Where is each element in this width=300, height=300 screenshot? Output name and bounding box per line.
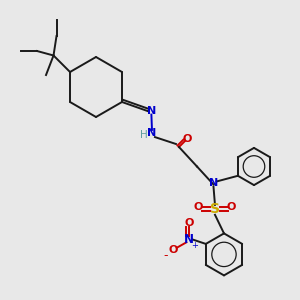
Text: N: N [147,128,157,139]
Text: O: O [184,218,194,228]
Text: O: O [168,245,178,255]
Text: N: N [147,106,156,116]
Text: H: H [140,130,148,140]
Text: O: O [194,202,203,212]
Text: N: N [209,178,218,188]
Text: N: N [184,233,194,246]
Text: S: S [210,202,220,216]
Text: -: - [163,249,167,262]
Text: O: O [227,202,236,212]
Text: O: O [183,134,192,144]
Text: +: + [191,242,198,250]
